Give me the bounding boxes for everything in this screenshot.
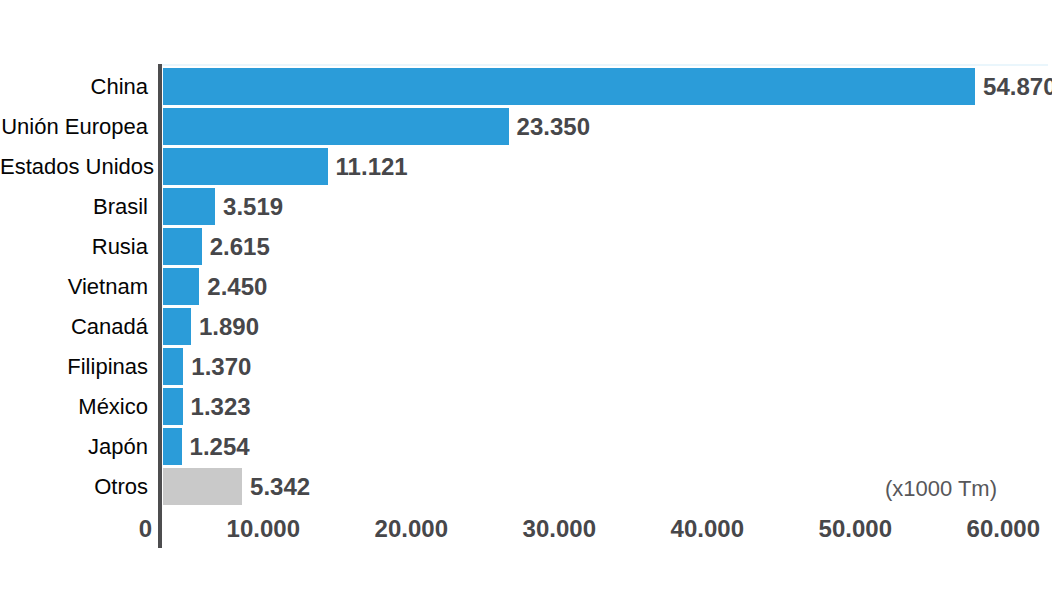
category-label: China: [0, 68, 148, 105]
bar-estados-unidos: [163, 148, 328, 185]
category-label: Canadá: [0, 308, 148, 345]
bar-filipinas: [163, 348, 183, 385]
bar-rusia: [163, 228, 202, 265]
x-tick-label: 10.000: [227, 515, 300, 543]
value-label: 1.890: [199, 308, 259, 345]
value-label: 1.323: [191, 388, 251, 425]
category-label: Vietnam: [0, 268, 148, 305]
value-label: 5.342: [250, 468, 310, 505]
category-label: Filipinas: [0, 348, 148, 385]
bar-china: [163, 68, 975, 105]
bar-mexico: [163, 388, 183, 425]
x-tick-label: 20.000: [375, 515, 448, 543]
bar-japon: [163, 428, 182, 465]
x-tick-label: 30.000: [523, 515, 596, 543]
bar-chart: China 54.870 Unión Europea 23.350 Estados Un…: [0, 0, 1052, 595]
value-label: 2.615: [210, 228, 270, 265]
x-tick-label: 50.000: [819, 515, 892, 543]
bar-canada: [163, 308, 191, 345]
value-label: 11.121: [336, 148, 408, 185]
value-label: 3.519: [223, 188, 283, 225]
category-label: México: [0, 388, 148, 425]
x-tick-label: 40.000: [671, 515, 744, 543]
bar-union-europea: [163, 108, 509, 145]
value-label: 2.450: [207, 268, 267, 305]
bar-vietnam: [163, 268, 199, 305]
category-label: Brasil: [0, 188, 148, 225]
value-label: 1.254: [190, 428, 250, 465]
x-tick-label: 0: [139, 515, 152, 543]
value-label: 1.370: [191, 348, 251, 385]
units-annotation: (x1000 Tm): [885, 470, 997, 507]
category-label: Rusia: [0, 228, 148, 265]
category-label: Otros: [0, 468, 148, 505]
category-label: Estados Unidos: [0, 148, 148, 185]
bar-otros: [163, 468, 242, 505]
value-label: 23.350: [517, 108, 590, 145]
bar-brasil: [163, 188, 215, 225]
category-label: Unión Europea: [0, 108, 148, 145]
x-tick-label: 60.000: [967, 515, 1040, 543]
y-axis-line: [158, 64, 162, 548]
plot-top-border: [162, 64, 1048, 66]
value-label: 54.870: [983, 68, 1052, 105]
category-label: Japón: [0, 428, 148, 465]
